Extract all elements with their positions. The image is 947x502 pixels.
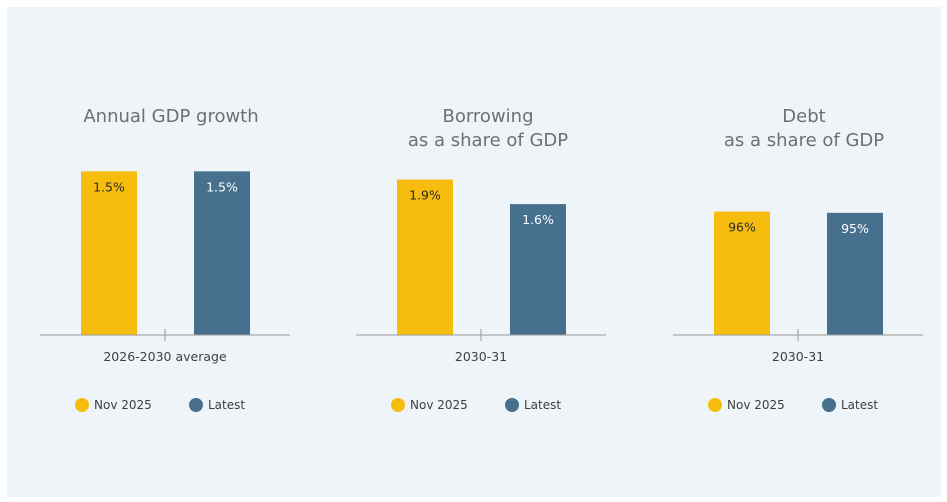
- data-label-nov-2025: 1.5%: [93, 179, 125, 194]
- chart-title-line-2: as a share of GDP: [408, 130, 568, 151]
- bar-nov-2025: [714, 211, 770, 335]
- debt-chart: Debt as a share of GDP 96% 95% 2030-31 No…: [673, 106, 923, 412]
- legend-label-nov-2025: Nov 2025: [727, 398, 785, 412]
- gdp-growth-chart: Annual GDP growth 1.5% 1.5% 2026-2030 ave…: [40, 106, 290, 412]
- legend-marker-latest: [505, 398, 519, 412]
- bar-nov-2025: [81, 171, 137, 335]
- bar-nov-2025: [397, 179, 453, 335]
- chart-title-line-1: Borrowing: [442, 106, 533, 127]
- legend-marker-latest: [822, 398, 836, 412]
- data-label-nov-2025: 96%: [728, 220, 756, 235]
- legend-label-nov-2025: Nov 2025: [410, 398, 468, 412]
- legend: Nov 2025 Latest: [708, 398, 878, 412]
- data-label-nov-2025: 1.9%: [409, 188, 441, 203]
- legend-marker-nov-2025: [75, 398, 89, 412]
- legend-label-latest: Latest: [524, 398, 561, 412]
- bar-latest: [510, 204, 566, 335]
- legend-label-latest: Latest: [208, 398, 245, 412]
- legend-label-nov-2025: Nov 2025: [94, 398, 152, 412]
- borrowing-chart: Borrowing as a share of GDP 1.9% 1.6% 203…: [356, 106, 606, 412]
- x-tick-label: 2030-31: [772, 349, 824, 364]
- legend-marker-nov-2025: [708, 398, 722, 412]
- chart-title-line-2: as a share of GDP: [724, 130, 884, 151]
- data-label-latest: 1.6%: [522, 212, 554, 227]
- legend-label-latest: Latest: [841, 398, 878, 412]
- x-tick-label: 2030-31: [455, 349, 507, 364]
- x-tick-label: 2026-2030 average: [103, 349, 227, 364]
- legend: Nov 2025 Latest: [75, 398, 245, 412]
- chart-title-line-1: Debt: [782, 106, 825, 127]
- legend-marker-latest: [189, 398, 203, 412]
- panel-background: [7, 7, 941, 497]
- bar-latest: [194, 171, 250, 335]
- data-label-latest: 1.5%: [206, 179, 238, 194]
- data-label-latest: 95%: [841, 221, 869, 236]
- legend-marker-nov-2025: [391, 398, 405, 412]
- bar-latest: [827, 212, 883, 335]
- legend: Nov 2025 Latest: [391, 398, 561, 412]
- chart-title-line-1: Annual GDP growth: [83, 106, 258, 127]
